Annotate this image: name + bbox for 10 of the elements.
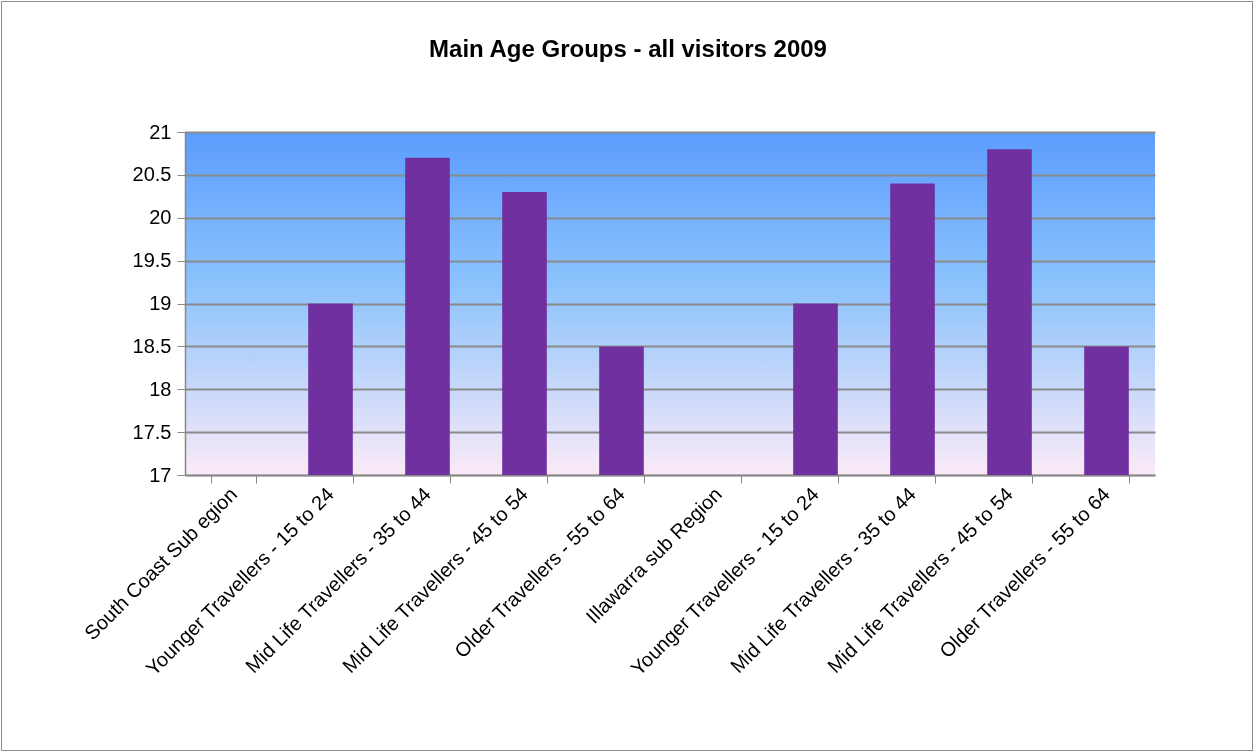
y-tick-label: 19.5	[132, 249, 172, 272]
y-tick-label: 17	[149, 463, 172, 486]
y-tick-label: 20.5	[132, 163, 172, 186]
y-tick-label: 17.5	[132, 420, 172, 443]
chart-title: Main Age Groups - all visitors 2009	[429, 35, 827, 62]
y-tick-label: 18.5	[132, 334, 172, 357]
y-tick-label: 19	[149, 292, 172, 314]
y-tick-label: 21	[149, 120, 172, 143]
y-tick-label: 20	[149, 206, 172, 229]
y-tick-label: 18	[149, 377, 172, 400]
